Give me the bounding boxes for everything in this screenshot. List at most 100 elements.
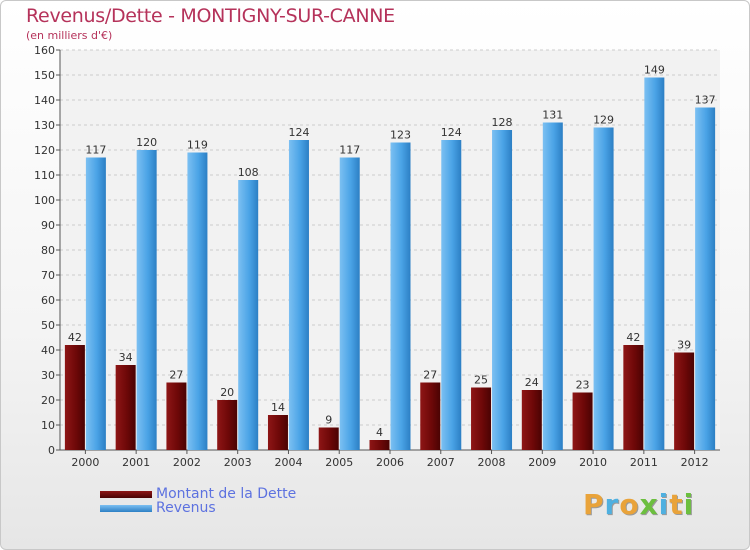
data-label-debt: 34 bbox=[119, 351, 133, 364]
y-tick-label: 60 bbox=[41, 294, 55, 307]
bar-debt bbox=[420, 382, 441, 450]
bar-revenue bbox=[238, 180, 259, 450]
y-tick-label: 70 bbox=[41, 269, 55, 282]
y-tick-label: 120 bbox=[34, 144, 55, 157]
x-tick-label: 2001 bbox=[122, 456, 150, 469]
y-tick-label: 0 bbox=[48, 444, 55, 457]
logo-letter: t bbox=[669, 488, 684, 521]
x-tick-label: 2002 bbox=[173, 456, 201, 469]
bar-revenue bbox=[441, 140, 462, 450]
y-tick-label: 20 bbox=[41, 394, 55, 407]
data-label-revenue: 124 bbox=[441, 126, 462, 139]
data-label-debt: 42 bbox=[626, 331, 640, 344]
legend-item-revenue: Revenus bbox=[100, 501, 296, 515]
x-tick-label: 2004 bbox=[274, 456, 302, 469]
bar-revenue bbox=[644, 77, 665, 450]
bar-debt bbox=[318, 427, 339, 450]
logo-letter: r bbox=[604, 488, 620, 521]
bar-debt bbox=[115, 365, 136, 450]
y-tick-label: 10 bbox=[41, 419, 55, 432]
bar-revenue bbox=[390, 142, 411, 450]
y-tick-label: 150 bbox=[34, 69, 55, 82]
bar-revenue bbox=[85, 157, 106, 450]
bar-debt bbox=[267, 415, 288, 450]
bar-debt bbox=[674, 352, 695, 450]
x-tick-label: 2006 bbox=[376, 456, 404, 469]
y-tick-label: 40 bbox=[41, 344, 55, 357]
logo-letter: o bbox=[619, 488, 640, 521]
data-label-revenue: 117 bbox=[85, 144, 106, 157]
y-tick-label: 110 bbox=[34, 169, 55, 182]
x-tick-label: 2000 bbox=[71, 456, 99, 469]
bar-debt bbox=[572, 392, 593, 450]
chart-legend: Montant de la Dette Revenus bbox=[100, 487, 296, 515]
x-tick-label: 2007 bbox=[427, 456, 455, 469]
data-label-revenue: 149 bbox=[644, 64, 665, 77]
y-tick-label: 160 bbox=[34, 44, 55, 57]
bar-debt bbox=[521, 390, 542, 450]
y-tick-label: 100 bbox=[34, 194, 55, 207]
legend-label-revenue: Revenus bbox=[156, 500, 216, 516]
chart-subtitle: (en milliers d'€) bbox=[26, 29, 113, 42]
data-label-revenue: 119 bbox=[187, 139, 208, 152]
data-label-debt: 42 bbox=[68, 331, 82, 344]
data-label-revenue: 108 bbox=[238, 166, 259, 179]
x-tick-label: 2011 bbox=[630, 456, 658, 469]
x-tick-label: 2010 bbox=[579, 456, 607, 469]
logo-letter: i bbox=[658, 488, 670, 521]
bar-revenue bbox=[492, 130, 513, 450]
legend-item-debt: Montant de la Dette bbox=[100, 487, 296, 501]
y-tick-label: 30 bbox=[41, 369, 55, 382]
data-label-debt: 14 bbox=[271, 401, 285, 414]
bar-debt bbox=[217, 400, 238, 450]
x-tick-label: 2012 bbox=[681, 456, 709, 469]
legend-label-debt: Montant de la Dette bbox=[156, 486, 297, 502]
chart-title: Revenus/Dette - MONTIGNY-SUR-CANNE bbox=[26, 5, 395, 27]
bar-revenue bbox=[695, 107, 716, 450]
bar-debt bbox=[369, 440, 390, 450]
x-tick-label: 2005 bbox=[325, 456, 353, 469]
y-tick-label: 80 bbox=[41, 244, 55, 257]
data-label-revenue: 128 bbox=[492, 116, 513, 129]
bar-revenue bbox=[288, 140, 309, 450]
bar-revenue bbox=[593, 127, 614, 450]
data-label-revenue: 137 bbox=[695, 94, 716, 107]
data-label-debt: 24 bbox=[525, 376, 539, 389]
bar-debt bbox=[471, 387, 492, 450]
data-label-revenue: 129 bbox=[593, 114, 614, 127]
data-label-revenue: 124 bbox=[288, 126, 309, 139]
data-label-debt: 27 bbox=[169, 369, 183, 382]
data-label-debt: 20 bbox=[220, 386, 234, 399]
data-label-debt: 25 bbox=[474, 374, 488, 387]
data-label-debt: 27 bbox=[423, 369, 437, 382]
bar-debt bbox=[623, 345, 644, 450]
bar-debt bbox=[64, 345, 85, 450]
data-label-revenue: 120 bbox=[136, 136, 157, 149]
x-tick-label: 2003 bbox=[224, 456, 252, 469]
bar-revenue bbox=[136, 150, 157, 450]
data-label-revenue: 131 bbox=[542, 109, 563, 122]
proxiti-logo: Proxiti bbox=[583, 488, 694, 521]
data-label-debt: 23 bbox=[576, 379, 590, 392]
bar-revenue bbox=[187, 152, 208, 450]
legend-swatch-debt bbox=[100, 490, 152, 498]
bar-revenue bbox=[339, 157, 360, 450]
data-label-debt: 4 bbox=[376, 426, 383, 439]
y-tick-label: 130 bbox=[34, 119, 55, 132]
data-label-debt: 9 bbox=[325, 414, 332, 427]
x-tick-label: 2008 bbox=[478, 456, 506, 469]
y-tick-label: 90 bbox=[41, 219, 55, 232]
legend-swatch-revenue bbox=[100, 504, 152, 512]
data-label-debt: 39 bbox=[677, 339, 691, 352]
y-tick-label: 50 bbox=[41, 319, 55, 332]
x-tick-label: 2009 bbox=[528, 456, 556, 469]
logo-letter: x bbox=[639, 488, 659, 521]
logo-letter: i bbox=[683, 488, 695, 521]
y-tick-label: 140 bbox=[34, 94, 55, 107]
data-label-revenue: 123 bbox=[390, 129, 411, 142]
logo-letter: P bbox=[583, 488, 605, 521]
bar-revenue bbox=[542, 122, 563, 450]
bar-debt bbox=[166, 382, 187, 450]
data-label-revenue: 117 bbox=[339, 144, 360, 157]
